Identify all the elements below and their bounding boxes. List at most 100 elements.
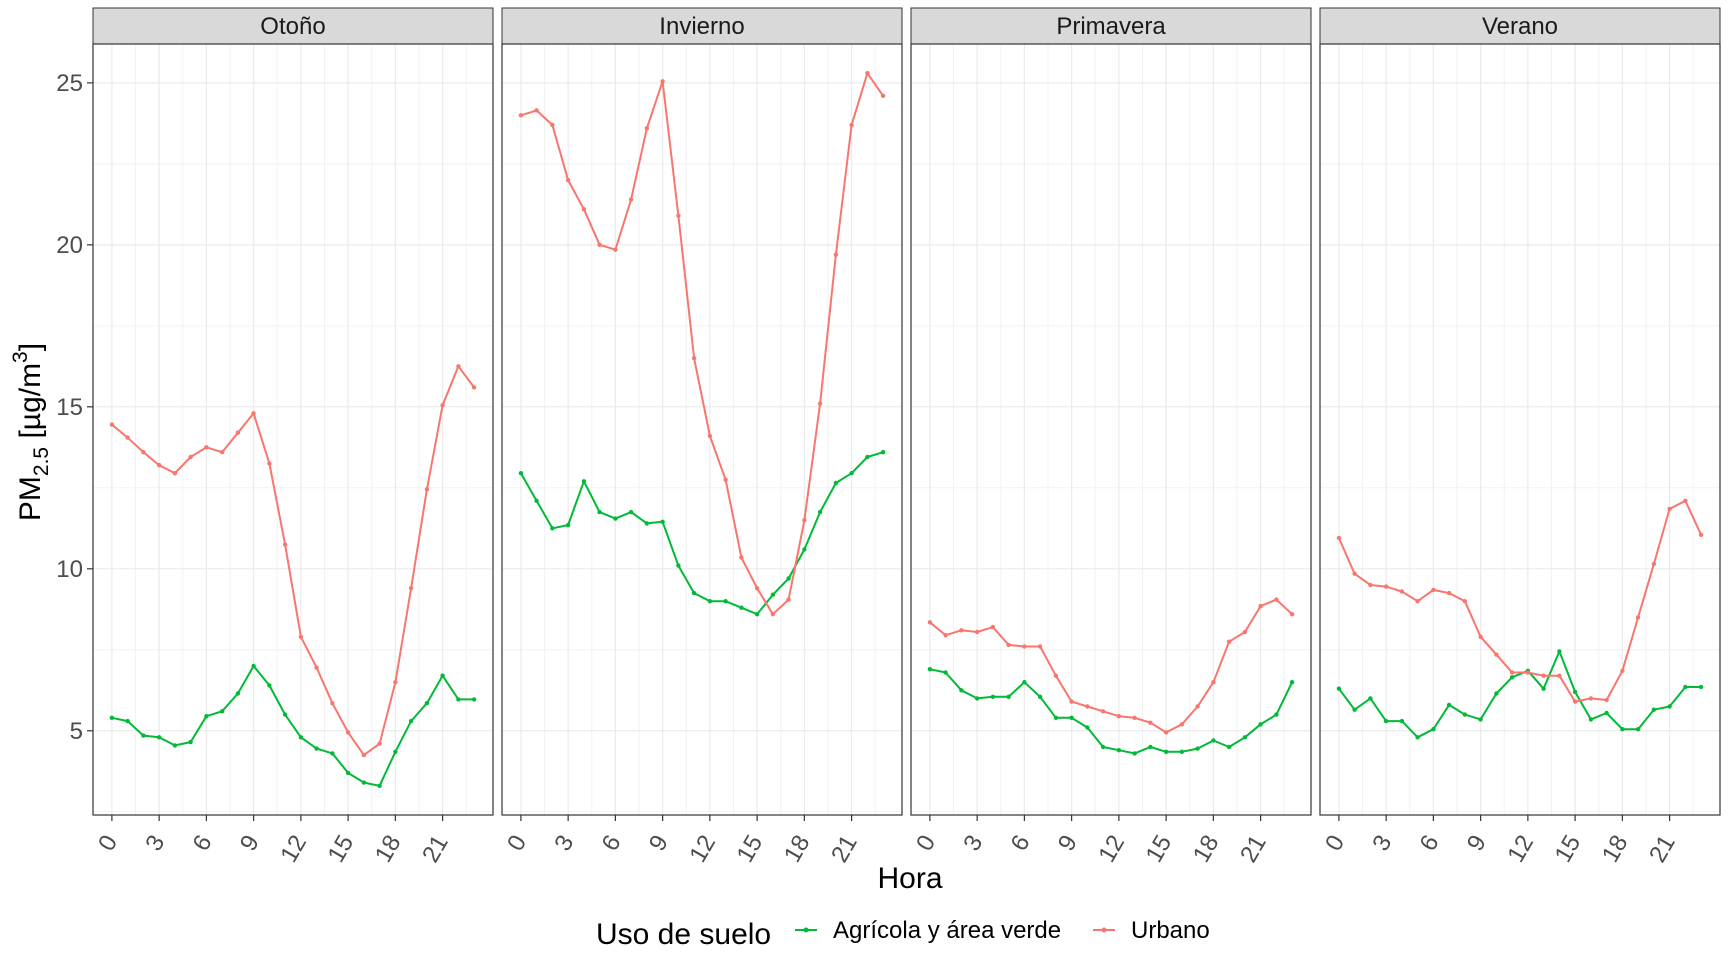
y-axis-ticks: 5 10 15 20 25 bbox=[56, 70, 93, 745]
data-point-urbano bbox=[1399, 589, 1405, 594]
data-point-agricola bbox=[377, 783, 382, 788]
data-point-urbano bbox=[660, 79, 665, 84]
x-tick-label: 18 bbox=[1597, 831, 1634, 868]
x-tick-label: 3 bbox=[140, 831, 170, 856]
data-point-urbano bbox=[817, 401, 823, 406]
legend-title: Uso de suelo bbox=[596, 918, 771, 951]
data-point-agricola bbox=[1100, 744, 1106, 750]
facet-panel-invierno: Invierno 0 3 6 9 12 15 18 21 bbox=[501, 7, 903, 867]
x-tick-label: 15 bbox=[1141, 831, 1178, 868]
x-axis-ticks: 0 3 6 9 12 15 18 21 bbox=[1320, 815, 1681, 867]
data-point-urbano bbox=[1525, 670, 1531, 675]
legend-item-urbano: Urbano bbox=[1093, 917, 1210, 944]
x-tick-label: 12 bbox=[1093, 831, 1130, 868]
data-point-agricola bbox=[534, 498, 539, 503]
data-point-agricola bbox=[817, 509, 823, 515]
data-point-agricola bbox=[1368, 696, 1373, 701]
data-point-urbano bbox=[865, 71, 870, 76]
data-point-urbano bbox=[644, 126, 650, 131]
x-tick-label: 12 bbox=[1502, 831, 1539, 868]
data-point-agricola bbox=[691, 590, 697, 596]
data-point-agricola bbox=[802, 547, 807, 552]
data-point-agricola bbox=[1431, 727, 1436, 732]
facet-strip bbox=[92, 7, 494, 45]
data-point-agricola bbox=[204, 714, 209, 719]
data-point-agricola bbox=[1289, 680, 1295, 685]
legend-key-point-urbano bbox=[1101, 927, 1107, 933]
data-point-agricola bbox=[959, 688, 964, 693]
y-tick-label: 20 bbox=[56, 232, 83, 259]
y-tick-label: 25 bbox=[56, 70, 83, 97]
data-point-urbano bbox=[628, 197, 634, 202]
data-point-agricola bbox=[1148, 744, 1153, 750]
data-point-urbano bbox=[1509, 670, 1515, 675]
data-point-agricola bbox=[141, 733, 146, 738]
facet-strip bbox=[1319, 7, 1721, 45]
data-point-urbano bbox=[990, 624, 996, 630]
data-point-urbano bbox=[125, 435, 130, 440]
data-point-urbano bbox=[377, 741, 382, 746]
data-point-urbano bbox=[424, 487, 430, 492]
data-point-agricola bbox=[833, 480, 839, 486]
facet-panel-otono: Otoño 0 3 6 9 12 15 18 21 5 10 15 20 25 bbox=[56, 7, 494, 867]
panel-border bbox=[910, 43, 1312, 816]
data-point-agricola bbox=[408, 718, 414, 724]
y-tick-label: 5 bbox=[70, 718, 83, 745]
data-point-agricola bbox=[1415, 735, 1420, 740]
data-point-urbano bbox=[739, 555, 744, 560]
data-point-agricola bbox=[865, 454, 870, 460]
data-point-urbano bbox=[1226, 639, 1232, 644]
data-point-agricola bbox=[1258, 722, 1263, 727]
series-line-agricola bbox=[520, 451, 884, 616]
series-agricola bbox=[1336, 649, 1704, 740]
data-point-urbano bbox=[959, 628, 964, 633]
data-point-urbano bbox=[565, 177, 571, 183]
y-tick-label: 10 bbox=[56, 556, 83, 583]
data-point-agricola bbox=[660, 519, 665, 524]
data-point-urbano bbox=[1462, 599, 1468, 604]
series-line-urbano bbox=[111, 365, 475, 757]
data-point-agricola bbox=[707, 599, 713, 604]
data-point-urbano bbox=[943, 633, 948, 638]
x-tick-label: 21 bbox=[417, 831, 454, 868]
legend-item-agricola: Agrícola y área verde bbox=[795, 917, 1061, 944]
data-point-urbano bbox=[1588, 696, 1594, 701]
data-point-agricola bbox=[188, 739, 193, 745]
data-point-urbano bbox=[1683, 498, 1688, 503]
data-point-agricola bbox=[754, 612, 760, 617]
x-tick-label: 6 bbox=[597, 831, 627, 856]
data-point-agricola bbox=[1037, 694, 1043, 699]
data-point-urbano bbox=[141, 450, 146, 455]
data-point-urbano bbox=[219, 450, 225, 455]
facet-panel-verano: Verano 0 3 6 9 12 15 18 21 bbox=[1319, 7, 1721, 867]
x-tick-label: 18 bbox=[370, 831, 407, 868]
x-tick-label: 21 bbox=[1235, 831, 1272, 868]
x-tick-label: 3 bbox=[549, 831, 579, 856]
data-point-agricola bbox=[314, 746, 319, 751]
data-point-urbano bbox=[1085, 704, 1090, 709]
data-point-agricola bbox=[1478, 717, 1483, 722]
data-point-urbano bbox=[1069, 699, 1074, 704]
data-point-agricola bbox=[849, 471, 854, 476]
data-point-urbano bbox=[534, 108, 539, 113]
data-point-urbano bbox=[188, 454, 193, 460]
data-point-urbano bbox=[1651, 561, 1657, 567]
data-point-urbano bbox=[1179, 722, 1185, 727]
x-axis-ticks: 0 3 6 9 12 15 18 21 bbox=[93, 815, 454, 867]
data-point-agricola bbox=[1195, 746, 1200, 751]
data-point-urbano bbox=[550, 122, 555, 128]
data-point-urbano bbox=[1289, 612, 1295, 617]
data-point-urbano bbox=[314, 665, 319, 670]
data-point-urbano bbox=[456, 364, 461, 369]
data-point-urbano bbox=[298, 634, 304, 639]
data-point-agricola bbox=[1383, 718, 1389, 724]
panel-background bbox=[93, 44, 493, 815]
data-point-urbano bbox=[172, 471, 178, 476]
x-axis-title: Hora bbox=[877, 862, 942, 895]
data-point-agricola bbox=[644, 521, 650, 526]
data-point-agricola bbox=[565, 522, 571, 528]
x-tick-label: 18 bbox=[1188, 831, 1225, 868]
y-tick-label: 15 bbox=[56, 394, 83, 421]
data-point-urbano bbox=[833, 252, 839, 257]
series-line-urbano bbox=[929, 598, 1293, 734]
